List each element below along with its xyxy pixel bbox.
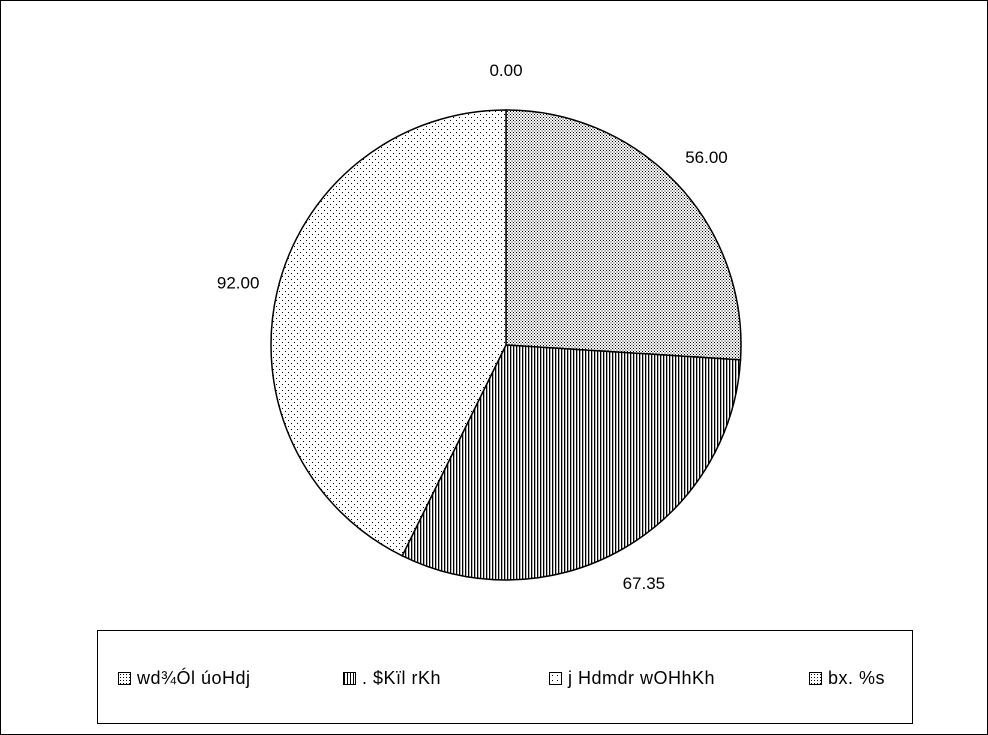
legend-item: . $Kïl rKh bbox=[343, 667, 441, 689]
legend-label: . $Kïl rKh bbox=[362, 667, 442, 688]
legend: wd¾Ól úoHdj . $Kïl rKh j Hdmdr wOHhKh bx… bbox=[97, 630, 913, 724]
pie-slice bbox=[505, 109, 742, 361]
legend-item: j Hdmdr wOHhKh bbox=[549, 667, 715, 689]
pie-slice bbox=[401, 344, 742, 581]
legend-item: bx. %s bbox=[809, 667, 885, 689]
legend-label: wd¾Ól úoHdj bbox=[137, 667, 251, 688]
data-label: 67.35 bbox=[623, 574, 666, 593]
data-label: 56.00 bbox=[685, 148, 728, 167]
legend-item: wd¾Ól úoHdj bbox=[118, 667, 251, 689]
legend-swatch bbox=[809, 671, 822, 685]
legend-label: j Hdmdr wOHhKh bbox=[568, 667, 716, 688]
pie-slice bbox=[270, 109, 507, 557]
legend-swatch bbox=[118, 671, 131, 685]
data-label: 0.00 bbox=[489, 61, 522, 80]
legend-swatch bbox=[343, 671, 356, 685]
legend-swatch bbox=[549, 671, 562, 685]
data-label: 92.00 bbox=[217, 274, 260, 293]
legend-label: bx. %s bbox=[828, 667, 886, 688]
